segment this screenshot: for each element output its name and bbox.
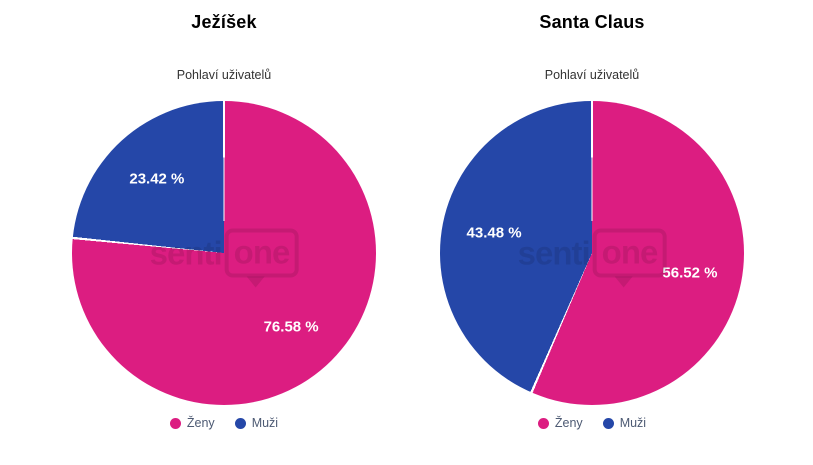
legend-item-muzi[interactable]: Muži bbox=[602, 416, 647, 430]
legend-label-muzi: Muži bbox=[619, 416, 647, 430]
legend-dot-zeny bbox=[169, 417, 181, 429]
pie-chart[interactable] bbox=[72, 101, 376, 405]
legend-label-muzi: Muži bbox=[251, 416, 279, 430]
pie-chart[interactable] bbox=[440, 101, 744, 405]
chart-panel-jezisek: Ježíšek Pohlaví uživatelů 76.58 % 23.42 … bbox=[0, 0, 406, 465]
pie-chart-area: 76.58 % 23.42 % senti one bbox=[72, 101, 376, 405]
pie-chart-area: 56.52 % 43.48 % senti one bbox=[440, 101, 744, 405]
legend-item-zeny[interactable]: Ženy bbox=[169, 416, 215, 430]
legend-label-zeny: Ženy bbox=[186, 416, 215, 430]
legend-dot-zeny bbox=[537, 417, 549, 429]
chart-subtitle: Pohlaví uživatelů bbox=[544, 68, 640, 82]
legend-item-muzi[interactable]: Muži bbox=[234, 416, 279, 430]
chart-panel-santa-claus: Santa Claus Pohlaví uživatelů 56.52 % 43… bbox=[406, 0, 812, 465]
legend-dot-muzi bbox=[602, 417, 614, 429]
chart-subtitle: Pohlaví uživatelů bbox=[176, 68, 272, 82]
chart-title: Ježíšek bbox=[191, 12, 257, 32]
chart-legend: Ženy Muži bbox=[21, 416, 427, 430]
legend-item-zeny[interactable]: Ženy bbox=[537, 416, 583, 430]
chart-legend: Ženy Muži bbox=[389, 416, 795, 430]
legend-label-zeny: Ženy bbox=[554, 416, 583, 430]
legend-dot-muzi bbox=[234, 417, 246, 429]
chart-title: Santa Claus bbox=[539, 12, 645, 32]
